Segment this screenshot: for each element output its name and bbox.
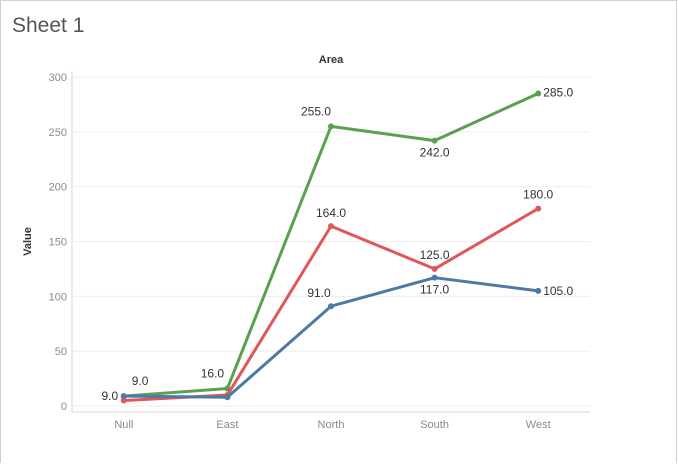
data-point[interactable] <box>328 303 334 310</box>
data-point[interactable] <box>431 274 438 281</box>
y-tick-label: 300 <box>49 72 67 84</box>
data-label: 9.0 <box>101 389 118 403</box>
y-tick-label: 150 <box>49 237 67 249</box>
data-label: 242.0 <box>420 146 450 160</box>
x-tick-label: Null <box>114 419 133 431</box>
x-tick-label: North <box>318 419 345 431</box>
data-point[interactable] <box>328 223 334 230</box>
y-tick-label: 0 <box>61 401 67 413</box>
y-axis-label: Value <box>22 227 34 256</box>
data-point[interactable] <box>224 394 231 401</box>
data-label: 105.0 <box>543 284 573 298</box>
y-tick-label: 50 <box>55 346 67 358</box>
data-label: 91.0 <box>307 286 331 300</box>
y-tick-label: 100 <box>49 291 67 303</box>
data-labels: 9.0 16.0 255.0 242.0 285.0 164.0 125.0 180.0 9.0… <box>101 85 573 403</box>
y-axis-ticks: 0 50 100 150 200 250 300 <box>49 72 67 413</box>
x-tick-label: West <box>526 419 551 431</box>
x-tick-label: South <box>420 419 449 431</box>
data-point[interactable] <box>535 90 542 97</box>
chart-title: Area <box>319 54 344 66</box>
data-label: 180.0 <box>523 188 553 202</box>
series-group <box>120 90 542 404</box>
x-axis-ticks: Null East North South West <box>114 419 550 431</box>
y-tick-label: 250 <box>49 127 67 139</box>
data-point[interactable] <box>535 205 542 212</box>
data-point[interactable] <box>328 123 334 130</box>
data-label: 285.0 <box>543 85 573 99</box>
data-point[interactable] <box>535 287 542 294</box>
sheet-title: Sheet 1 <box>12 14 85 37</box>
data-label: 125.0 <box>420 248 450 262</box>
data-point[interactable] <box>431 137 438 144</box>
series-line <box>123 276 539 399</box>
y-tick-label: 200 <box>49 182 67 194</box>
gridlines <box>72 76 590 407</box>
data-point[interactable] <box>120 397 127 404</box>
data-point[interactable] <box>431 265 438 272</box>
data-label: 16.0 <box>201 366 225 380</box>
data-label: 164.0 <box>316 206 346 220</box>
data-label: 255.0 <box>301 104 331 118</box>
data-label: 9.0 <box>132 374 149 388</box>
data-label: 117.0 <box>420 283 449 297</box>
data-point[interactable] <box>120 393 127 400</box>
x-tick-label: East <box>216 419 238 431</box>
